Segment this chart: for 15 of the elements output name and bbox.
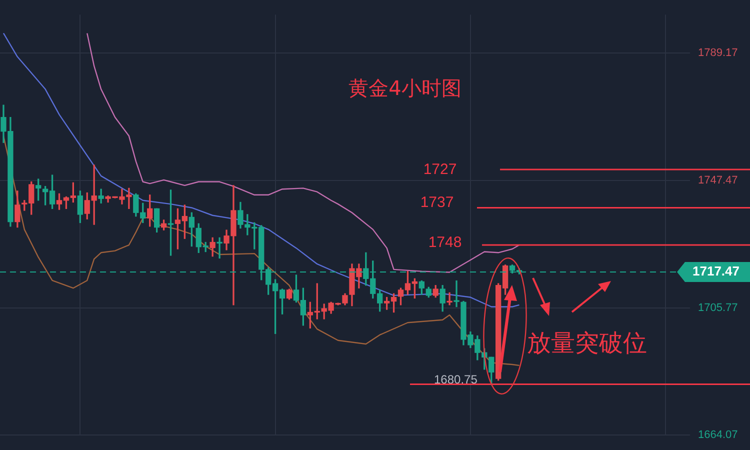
candlestick (446, 292, 452, 306)
y-tick-label: 1747.47 (698, 174, 738, 186)
annotation: 放量突破位 (527, 329, 647, 358)
annotation: 1737 (420, 194, 454, 212)
y-tick-label: 1789.17 (698, 46, 738, 59)
y-tick-label: 1664.07 (698, 429, 738, 442)
y-tick-label: 1705.77 (698, 302, 738, 314)
annotation: 1680.75 (434, 372, 478, 387)
candlestick (98, 188, 104, 204)
ref-line-label: 1717.47 (692, 264, 740, 279)
text: 黄金4小时图 (348, 76, 462, 100)
annotation: 1727 (423, 161, 457, 178)
annotation: 1748 (428, 234, 462, 252)
candlestick (454, 280, 460, 308)
candlestick (216, 237, 222, 258)
